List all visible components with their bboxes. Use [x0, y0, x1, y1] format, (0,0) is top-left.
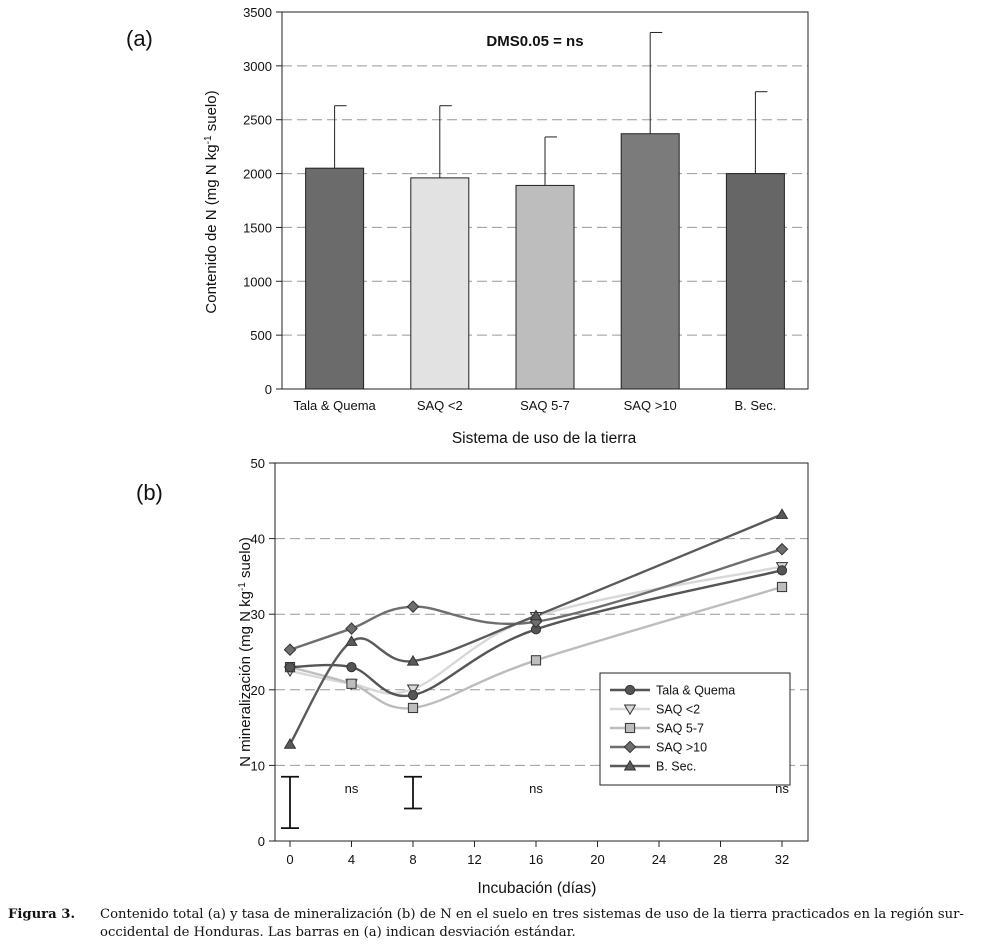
bar-chart-annotation: DMS0.05 = ns — [486, 33, 583, 50]
legend-swatch-marker — [624, 684, 636, 696]
line-chart-x-tick-label: 12 — [467, 852, 481, 867]
series-point — [284, 662, 296, 673]
line-chart-x-tick-label: 8 — [409, 852, 416, 867]
bar-chart-y-tick-label: 500 — [250, 328, 272, 343]
series-point — [776, 581, 788, 593]
bar-chart-error-bars — [334, 31, 768, 186]
bar-chart-x-tick-label: B. Sec. — [734, 398, 776, 413]
legend-swatch-marker — [624, 722, 636, 734]
legend-label: SAQ <2 — [656, 703, 700, 717]
bar-chart-y-tick-label: 3000 — [243, 59, 272, 74]
ns-label: ns — [345, 781, 359, 796]
bar — [620, 133, 680, 390]
bar-chart-x-axis-label: Sistema de uso de la tierra — [452, 430, 637, 447]
legend-label: SAQ 5-7 — [656, 722, 704, 736]
y-label-rest: suelo) — [203, 90, 220, 135]
bar-chart-y-tick-label: 1000 — [243, 274, 272, 289]
line-chart-legend: Tala & Quema SAQ <2 SAQ 5-7 SAQ >10 B. Sec. — [599, 672, 791, 786]
series-point — [529, 609, 543, 621]
y-label-rest: suelo) — [237, 537, 254, 582]
bar — [410, 177, 470, 390]
legend-swatch-marker — [623, 704, 637, 716]
series-point — [406, 654, 420, 666]
line-chart-x-tick-label: 16 — [529, 852, 543, 867]
bar-chart-y-tick-label: 2000 — [243, 167, 272, 182]
bar-chart-x-tick-label: SAQ <2 — [417, 398, 463, 413]
legend-label: Tala & Quema — [656, 684, 735, 698]
panel-label-a: (a) — [126, 26, 153, 51]
bar-chart-x-tick-label: Tala & Quema — [293, 398, 376, 413]
line-chart-x-tick-label: 28 — [713, 852, 727, 867]
series-point — [283, 643, 297, 657]
y-label-superscript: -1 — [203, 135, 214, 144]
line-chart-y-tick-label: 50 — [251, 456, 265, 471]
bar-chart-panel-a: (a) 0 500 1000 1500 2000 2500 3000 3500 Tala & … — [126, 5, 809, 447]
line-chart-y-tick-label: 10 — [251, 758, 265, 773]
line-chart-x-tick-label: 4 — [348, 852, 355, 867]
bar-chart-y-axis-label: Contenido de N (mg N kg-1 suelo) — [203, 90, 221, 313]
caption-text: Contenido total (a) y tasa de mineraliza… — [100, 907, 964, 940]
series-point — [776, 565, 788, 576]
series-point — [346, 662, 357, 673]
bar — [305, 167, 365, 390]
line-chart-x-axis-label: Incubación (días) — [478, 880, 597, 897]
series-point — [345, 622, 358, 635]
series-point — [775, 542, 789, 556]
series-point — [406, 684, 420, 696]
line-chart-x-tick-label: 24 — [652, 852, 666, 867]
bar-chart-y-tick-label: 1500 — [243, 220, 272, 235]
bar-chart-y-tick-label: 3500 — [243, 5, 272, 20]
bar-chart-y-tick-label: 0 — [265, 382, 272, 397]
series-point — [775, 508, 789, 519]
bar-chart-y-tick-label: 2500 — [243, 113, 272, 128]
series-point — [530, 655, 542, 666]
line-chart-x-tick-label: 0 — [286, 852, 293, 867]
series-point — [407, 689, 419, 701]
bar-chart-x-ticks: Tala & Quema SAQ <2 SAQ 5-7 SAQ >10 B. Sec. — [293, 398, 776, 413]
bar-chart-x-tick-label: SAQ 5-7 — [520, 398, 570, 413]
y-label-main: Contenido de N (mg N kg — [203, 144, 220, 313]
line-chart-y-axis-label: N mineralización (mg N kg-1 suelo) — [237, 537, 255, 767]
series-point — [283, 738, 297, 749]
figure-caption: Figura 3. Contenido total (a) y tasa de m… — [8, 906, 988, 942]
line-chart-x-ticks: 0 4 8 12 16 20 24 28 32 — [286, 841, 789, 867]
ns-label: ns — [529, 781, 543, 796]
line-chart-lsd-bars — [281, 775, 422, 830]
legend-swatch-marker — [623, 759, 637, 771]
series-point — [345, 635, 358, 646]
line-chart-y-tick-label: 30 — [251, 607, 265, 622]
line-chart-y-tick-label: 0 — [258, 834, 265, 849]
bar — [725, 173, 785, 390]
panel-label-b: (b) — [136, 480, 163, 505]
y-label-superscript: -1 — [237, 582, 248, 591]
line-chart-series-markers — [283, 508, 789, 749]
line-chart-y-tick-label: 20 — [251, 683, 265, 698]
legend-label: B. Sec. — [656, 760, 696, 774]
line-chart-x-tick-label: 20 — [590, 852, 604, 867]
line-chart-plot-area — [274, 462, 809, 842]
bar-chart-x-tick-label: SAQ >10 — [624, 398, 677, 413]
series-line — [288, 513, 783, 745]
series-point — [346, 678, 357, 689]
line-chart-x-tick-label: 32 — [775, 852, 789, 867]
legend-swatch-marker — [623, 740, 637, 754]
line-chart-y-ticks: 0 10 20 30 40 50 — [251, 456, 275, 849]
legend-label: SAQ >10 — [656, 741, 707, 755]
series-point — [407, 702, 419, 714]
series-line — [289, 548, 783, 651]
caption-label: Figura 3. — [8, 907, 76, 922]
bar — [515, 184, 575, 390]
series-point — [406, 600, 420, 613]
y-label-main: N mineralización (mg N kg — [237, 591, 254, 767]
line-chart-y-tick-label: 40 — [251, 532, 265, 547]
bar-chart-plot-area — [281, 11, 809, 390]
bar-chart-y-ticks: 0 500 1000 1500 2000 2500 3000 3500 — [243, 5, 282, 397]
